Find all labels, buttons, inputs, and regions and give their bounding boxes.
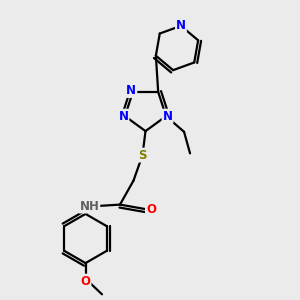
Text: O: O	[146, 202, 156, 216]
Text: N: N	[176, 19, 186, 32]
Text: S: S	[138, 148, 147, 162]
Text: N: N	[118, 110, 128, 123]
Text: NH: NH	[80, 200, 99, 213]
Text: O: O	[80, 274, 91, 288]
Text: N: N	[163, 110, 172, 123]
Text: N: N	[126, 84, 136, 97]
